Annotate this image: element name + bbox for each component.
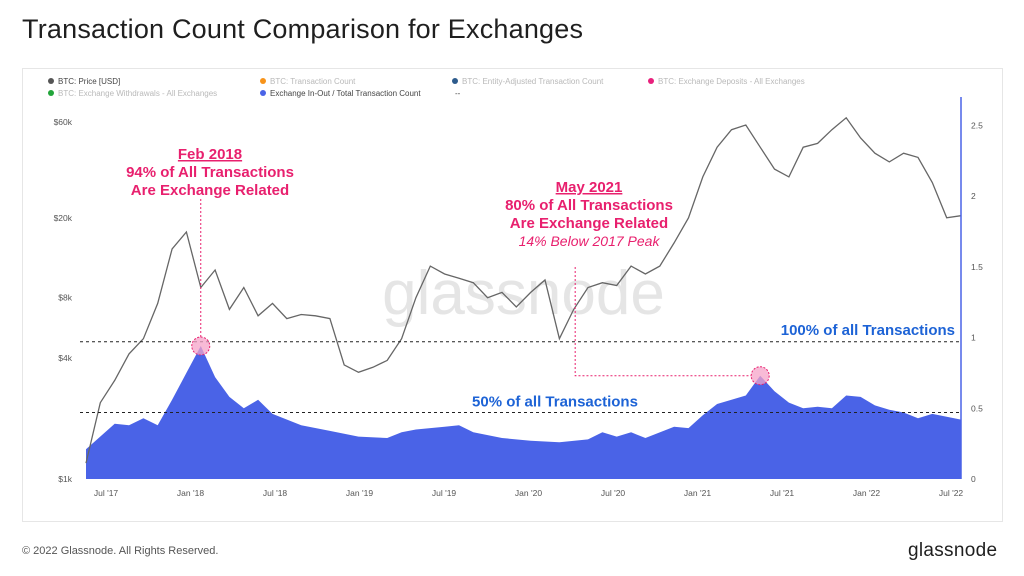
annotation-connector-may2021 xyxy=(574,267,752,377)
y-right-tick-label: 0.5 xyxy=(971,403,983,413)
legend-item: BTC: Entity-Adjusted Transaction Count xyxy=(462,77,604,86)
watermark: glassnode xyxy=(382,259,665,328)
y-right-tick-label: 1.5 xyxy=(971,262,983,272)
annotation-may2021-line: Are Exchange Related xyxy=(510,215,668,232)
y-right-tick-label: 2 xyxy=(971,191,976,201)
legend-marker xyxy=(452,78,458,84)
x-tick-label: Jan '19 xyxy=(346,488,373,498)
legend-marker xyxy=(648,78,654,84)
x-tick-label: Jan '18 xyxy=(177,488,204,498)
x-tick-label: Jul '17 xyxy=(94,488,119,498)
chart-card: BTC: Price [USD] BTC: Transaction Count BT… xyxy=(22,68,1003,522)
y-right-tick-label: 2.5 xyxy=(971,120,983,130)
legend-item: BTC: Price [USD] xyxy=(58,77,120,86)
legend-marker xyxy=(48,90,54,96)
annotation-may2021-title: May 2021 xyxy=(556,179,623,196)
y-left-tick-label: $8k xyxy=(58,293,72,303)
x-tick-label: Jan '20 xyxy=(515,488,542,498)
legend-marker xyxy=(260,90,266,96)
x-tick-label: Jul '22 xyxy=(939,488,964,498)
y-left-tick-label: $60k xyxy=(54,117,73,127)
legend-item: BTC: Exchange Withdrawals - All Exchange… xyxy=(58,89,217,98)
annotation-feb2018-line: 94% of All Transactions xyxy=(126,164,294,181)
reference-label-100: 100% of all Transactions xyxy=(781,322,955,339)
legend-marker xyxy=(48,78,54,84)
legend-item: BTC: Exchange Deposits - All Exchanges xyxy=(658,77,805,86)
x-tick-label: Jul '20 xyxy=(601,488,626,498)
reference-label-50: 50% of all Transactions xyxy=(472,394,638,411)
y-right-tick-label: 1 xyxy=(971,333,976,343)
y-left-tick-label: $20k xyxy=(54,213,73,223)
price-line-series xyxy=(85,116,962,464)
x-tick-label: Jul '19 xyxy=(432,488,457,498)
x-tick-label: Jul '18 xyxy=(263,488,288,498)
y-left-tick-label: $1k xyxy=(58,474,72,484)
annotation-feb2018-title: Feb 2018 xyxy=(178,146,242,163)
highlight-marker-feb2018 xyxy=(191,336,211,356)
footer-copyright: © 2022 Glassnode. All Rights Reserved. xyxy=(22,545,219,557)
x-tick-label: Jan '22 xyxy=(853,488,880,498)
highlight-marker-may2021 xyxy=(750,366,770,386)
annotation-feb2018-line: Are Exchange Related xyxy=(131,182,289,199)
chart-svg[interactable]: BTC: Price [USD] BTC: Transaction Count BT… xyxy=(23,69,1002,521)
legend-item: Exchange In-Out / Total Transaction Coun… xyxy=(270,89,421,98)
x-tick-label: Jul '21 xyxy=(770,488,795,498)
annotation-may2021-line: 80% of All Transactions xyxy=(505,197,673,214)
annotation-may2021-subtext: 14% Below 2017 Peak xyxy=(519,233,661,249)
legend-item: -- xyxy=(455,89,461,98)
legend-marker xyxy=(260,78,266,84)
x-tick-label: Jan '21 xyxy=(684,488,711,498)
footer-brand-logo: glassnode xyxy=(908,540,998,561)
legend-item: BTC: Transaction Count xyxy=(270,77,356,86)
y-left-tick-label: $4k xyxy=(58,353,72,363)
area-series-exchange-ratio xyxy=(86,346,961,479)
page-title: Transaction Count Comparison for Exchang… xyxy=(22,14,584,44)
y-right-tick-label: 0 xyxy=(971,474,976,484)
